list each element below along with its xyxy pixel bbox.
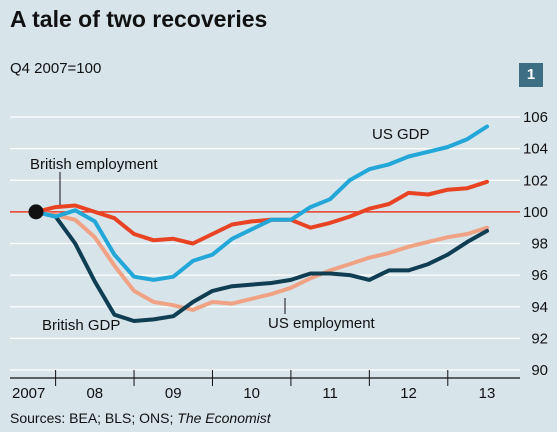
- x-axis: 2007 08 09 10 11 12 13: [12, 370, 495, 402]
- y-tick-label: 92: [531, 330, 548, 347]
- series-labels: US GDP British employment British GDP US…: [30, 126, 430, 334]
- series-line-british-gdp: [34, 209, 489, 323]
- y-tick-label: 96: [531, 267, 548, 284]
- source-note: Sources: BEA; BLS; ONS; The Economist: [10, 410, 271, 426]
- x-tick-label: 10: [243, 385, 260, 402]
- chart-title: A tale of two recoveries: [10, 6, 268, 32]
- label-us-employment: US employment: [268, 315, 376, 332]
- origin-marker: [28, 204, 44, 220]
- y-axis: 90 92 94 96 98 100 102 104 106: [523, 109, 548, 379]
- x-tick-label: 2007: [12, 385, 45, 402]
- label-british-employment: British employment: [30, 156, 158, 173]
- chart-subtitle: Q4 2007=100: [10, 60, 102, 77]
- x-tick-label: 09: [165, 385, 182, 402]
- label-british-gdp: British GDP: [42, 317, 120, 334]
- chart-number-badge: 1: [519, 63, 543, 87]
- x-tick-label: 08: [86, 385, 103, 402]
- x-tick-label: 13: [479, 385, 496, 402]
- y-tick-label: 104: [523, 141, 548, 158]
- series-line-british-employment: [34, 179, 489, 246]
- y-tick-label: 100: [523, 204, 548, 221]
- label-us-gdp: US GDP: [372, 126, 430, 143]
- y-tick-label: 106: [523, 109, 548, 126]
- source-text: Sources: BEA; BLS; ONS;: [10, 410, 178, 426]
- y-tick-label: 90: [531, 362, 548, 379]
- x-tick-label: 12: [400, 385, 417, 402]
- series-line-us-gdp: [34, 124, 489, 282]
- series-line-us-employment: [34, 209, 489, 312]
- y-tick-label: 102: [523, 172, 548, 189]
- source-italic: The Economist: [177, 410, 271, 426]
- x-tick-label: 11: [322, 385, 338, 402]
- y-tick-label: 98: [531, 236, 548, 253]
- series-lines: [34, 124, 489, 323]
- y-tick-label: 94: [531, 299, 548, 316]
